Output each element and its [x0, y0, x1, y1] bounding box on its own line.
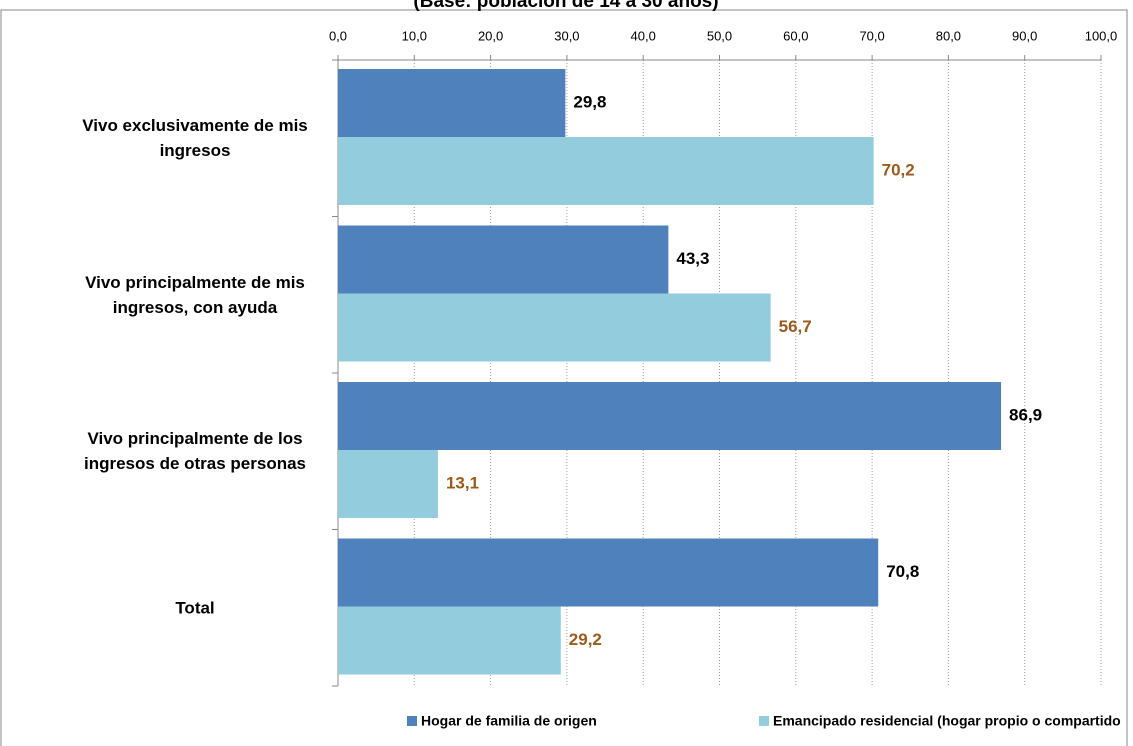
- legend-label: Emancipado residencial (hogar propio o c…: [773, 713, 1121, 729]
- category-label: Vivo principalmente de mis ingresos, con…: [85, 272, 305, 317]
- legend-swatch: [407, 716, 417, 726]
- value-label: 70,8: [886, 562, 919, 581]
- bar: [338, 538, 879, 607]
- category-label: Vivo exclusivamente de mis ingresos: [82, 116, 308, 161]
- x-tick-label: 40,0: [631, 28, 656, 43]
- x-tick-label: 90,0: [1012, 28, 1037, 43]
- chart-subtitle: (Base: población de 14 a 30 años): [413, 0, 718, 12]
- value-label: 13,1: [446, 473, 479, 492]
- bar: [338, 450, 438, 518]
- x-tick-label: 30,0: [554, 28, 579, 43]
- legend-label: Hogar de familia de origen: [421, 713, 597, 729]
- x-tick-label: 80,0: [936, 28, 961, 43]
- chart-frame: [0, 9, 1128, 746]
- bar: [338, 137, 874, 205]
- value-label: 86,9: [1009, 405, 1042, 424]
- legend-swatch: [759, 716, 769, 726]
- value-label: 56,7: [779, 317, 812, 336]
- x-tick-label: 70,0: [859, 28, 884, 43]
- bar: [338, 606, 561, 675]
- value-label: 29,8: [573, 92, 606, 111]
- x-tick-label: 0,0: [329, 28, 347, 43]
- x-tick-label: 100,0: [1085, 28, 1118, 43]
- category-label: Vivo principalmente de los ingresos de o…: [83, 429, 307, 474]
- x-tick-label: 60,0: [783, 28, 808, 43]
- x-tick-label: 50,0: [707, 28, 732, 43]
- value-label: 43,3: [676, 249, 709, 268]
- bar: [338, 293, 771, 362]
- bar: [338, 225, 669, 294]
- bar: [338, 382, 1002, 450]
- x-tick-label: 10,0: [402, 28, 427, 43]
- value-label: 29,2: [569, 630, 602, 649]
- value-label: 70,2: [882, 160, 915, 179]
- x-tick-label: 20,0: [478, 28, 503, 43]
- bar: [338, 69, 566, 137]
- category-label: Total: [175, 598, 215, 618]
